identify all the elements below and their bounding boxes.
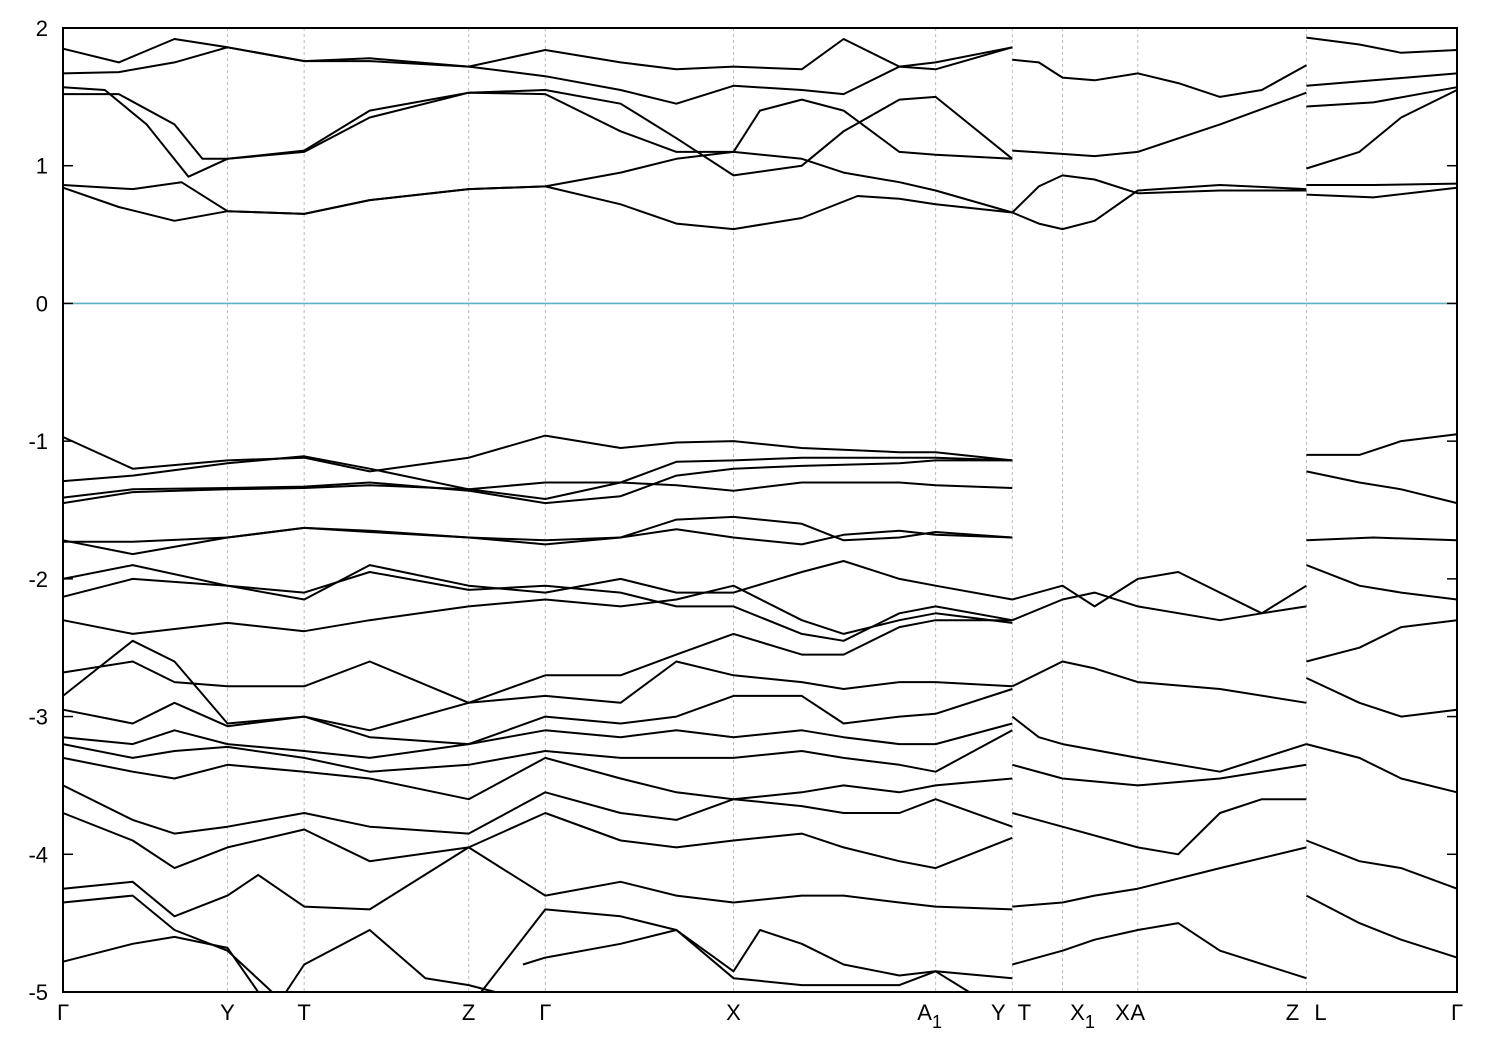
band-line-41 [1011,591,1307,622]
band-line-16 [1306,186,1458,199]
band-line-18 [62,455,1013,500]
y-tick-label: 0 [36,291,48,316]
band-line-55 [1306,839,1458,890]
x-tick-label: Y [991,1000,1006,1025]
band-line-6 [62,185,1013,231]
band-line-54 [1306,743,1458,794]
x-tick-label: Y [220,1000,235,1025]
high-symmetry-lines [226,28,1307,992]
band-line-51 [1306,564,1458,601]
band-line-46 [1012,846,1307,908]
band-line-23 [62,560,1013,601]
band-line-19 [62,459,1013,505]
band-line-33 [62,812,1013,870]
band-line-2 [62,46,1013,105]
x-tick-label: A1 [917,1000,942,1032]
band-line-43 [1011,715,1307,773]
y-tick-label: -5 [28,980,48,1005]
band-line-12 [1306,72,1458,87]
band-line-39 [480,908,1013,993]
band-line-11 [1306,36,1458,54]
band-line-42 [1011,660,1307,704]
band-line-20 [62,481,1013,505]
band-line-56 [1305,894,1458,959]
band-line-35 [62,894,273,993]
x-tick-label: X [726,1000,741,1025]
y-tick-label: -2 [28,567,48,592]
band-line-9 [1011,184,1307,231]
x-tick-label-subscript: 1 [1085,1012,1095,1032]
band-line-40 [1012,571,1307,615]
band-line-45 [1012,798,1307,856]
band-line-3 [62,86,1013,178]
x-tick-label: Γ [1451,1000,1463,1025]
x-tick-label: Z [462,1000,475,1025]
y-tick-label: -1 [28,429,48,454]
x-tick-label: T [1018,1000,1031,1025]
band-line-21 [62,515,1013,556]
band-line-36 [62,935,260,993]
x-axis: Γ Y T Z Γ X A1 Y T X1 X A Z L Γ [57,1000,1463,1032]
band-line-34 [62,846,1013,918]
band-line-44 [1012,763,1307,787]
band-line-27 [62,639,1013,732]
band-line-22 [63,526,1013,546]
y-tick-label: -4 [28,842,48,867]
x-tick-label: X1 [1070,1000,1095,1032]
band-line-30 [62,729,1013,773]
x-tick-label: L [1314,1000,1326,1025]
band-line-5 [62,150,1013,215]
band-line-32 [62,784,1013,835]
band-line-37 [285,929,496,993]
band-lines [62,36,1458,993]
band-line-28 [62,688,1013,746]
band-line-48 [1306,433,1458,456]
band-line-26 [62,619,1013,704]
x-tick-label: Z [1286,1000,1299,1025]
band-line-53 [1305,677,1458,718]
band-line-13 [1306,86,1458,108]
x-tick-label: T [297,1000,310,1025]
y-tick-label: 1 [36,154,48,179]
band-line-7 [1012,58,1307,98]
band-line-25 [62,584,1013,635]
x-tick-label: Γ [57,1000,69,1025]
band-line-38 [522,929,970,993]
band-line-1 [62,38,1013,71]
band-line-10 [1011,174,1307,214]
band-line-50 [1306,536,1458,542]
y-tick-label: -3 [28,705,48,730]
x-tick-label: A [1130,1000,1145,1025]
band-line-15 [1306,182,1458,186]
band-line-49 [1306,470,1458,505]
x-tick-label: Γ [539,1000,551,1025]
band-line-8 [1012,91,1307,158]
band-line-31 [62,756,1013,801]
x-tick-label-subscript: 1 [932,1012,942,1032]
band-line-17 [62,434,1013,473]
x-tick-label: X [1115,1000,1130,1025]
band-line-24 [62,571,1013,642]
plot-frame [62,27,1458,993]
y-axis: 2 1 0 -1 -2 -3 -4 -5 [28,16,1457,1005]
band-line-47 [1012,922,1307,980]
band-line-29 [62,722,1013,759]
band-line-52 [1306,619,1458,663]
y-tick-label: 2 [36,16,48,41]
band-line-4 [63,91,1013,160]
band-line-14 [1306,89,1458,170]
